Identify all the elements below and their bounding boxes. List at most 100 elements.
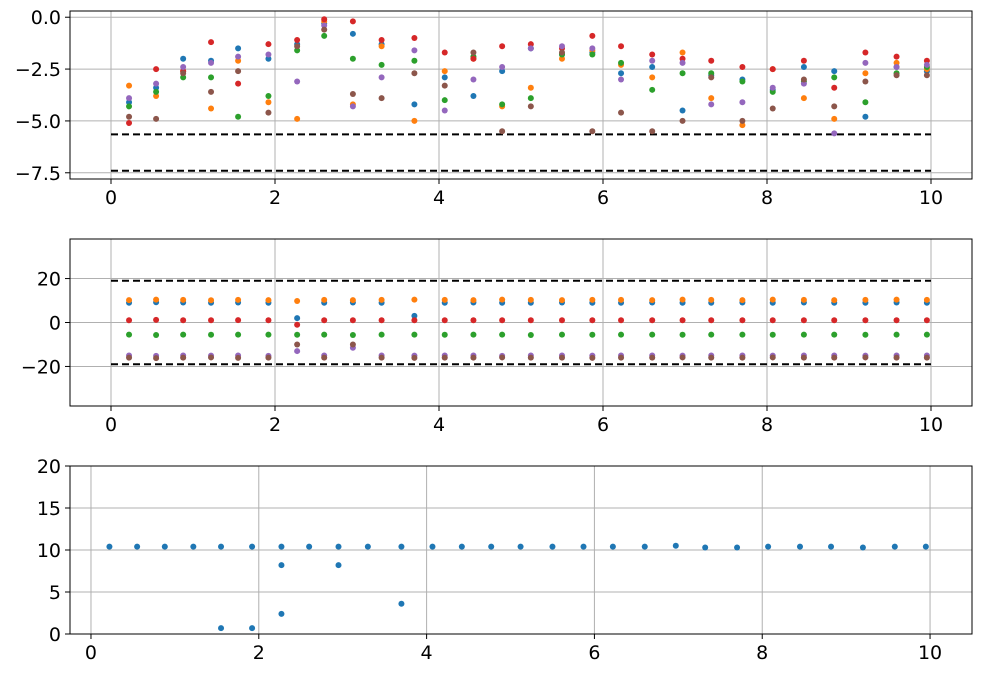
data-point <box>618 76 625 83</box>
data-point <box>649 74 656 81</box>
data-point <box>294 297 301 304</box>
data-point <box>769 296 776 303</box>
data-point <box>208 39 215 46</box>
data-point <box>349 341 356 348</box>
data-point <box>235 80 242 87</box>
data-point <box>893 296 900 303</box>
data-point <box>499 128 506 135</box>
data-point <box>153 88 160 95</box>
data-point <box>349 297 356 304</box>
data-point <box>589 51 596 58</box>
data-point <box>470 55 477 62</box>
y-tick-label: −2.5 <box>15 59 61 81</box>
data-point <box>335 543 342 550</box>
data-point <box>411 57 418 64</box>
data-point <box>208 317 215 324</box>
data-point <box>411 331 418 338</box>
data-point <box>153 84 160 91</box>
data-point <box>218 543 225 550</box>
data-point <box>527 41 534 48</box>
data-point <box>208 105 215 112</box>
data-point <box>411 312 418 319</box>
data-point <box>441 74 448 81</box>
data-point <box>321 22 328 29</box>
data-point <box>739 354 746 361</box>
x-tick-label: 8 <box>761 414 773 436</box>
data-point <box>208 331 215 338</box>
data-point <box>672 542 679 549</box>
data-point <box>265 109 272 116</box>
x-tick-label: 10 <box>918 642 942 664</box>
data-point <box>893 59 900 66</box>
data-point <box>180 64 187 70</box>
data-point <box>126 95 133 102</box>
data-point <box>618 70 625 77</box>
data-point <box>649 86 656 93</box>
y-tick-label: 0 <box>49 313 61 335</box>
data-point <box>831 354 838 361</box>
data-point <box>800 317 807 324</box>
data-point <box>294 47 301 54</box>
data-point <box>862 317 869 324</box>
data-point <box>739 122 746 129</box>
data-point <box>527 95 534 102</box>
data-point <box>527 332 534 339</box>
data-point <box>126 297 133 304</box>
data-point <box>349 332 356 339</box>
data-point <box>527 103 534 110</box>
data-point <box>349 18 356 25</box>
data-point <box>180 55 187 62</box>
data-point <box>734 544 741 551</box>
x-tick-label: 10 <box>919 414 943 436</box>
data-point <box>589 296 596 303</box>
data-point <box>893 354 900 361</box>
data-point <box>235 57 242 64</box>
data-point <box>294 321 301 328</box>
data-point <box>378 37 385 44</box>
chart-panel-3: 0 2 4 6 8 10 0 5 10 15 20 <box>37 456 973 664</box>
x-tick-label: 4 <box>433 187 445 209</box>
x-tick-label: 4 <box>433 414 445 436</box>
data-point <box>769 66 776 73</box>
data-point <box>618 354 625 361</box>
data-point <box>499 101 506 108</box>
data-point <box>831 103 838 110</box>
data-point <box>190 543 197 550</box>
data-point <box>527 317 534 324</box>
data-point <box>923 317 930 324</box>
data-point <box>769 331 776 338</box>
y-tick-label: −5.0 <box>15 111 61 133</box>
data-point <box>349 30 356 37</box>
data-point <box>893 317 900 324</box>
data-point <box>739 331 746 338</box>
x-tick-label: 0 <box>105 414 117 436</box>
data-point <box>831 331 838 338</box>
data-point <box>831 115 838 122</box>
y-tick-label: 20 <box>37 269 61 291</box>
x-tick-label: 0 <box>105 187 117 209</box>
chart-panel-2: 0 2 4 6 8 10 20 0 −20 <box>21 238 973 436</box>
data-point <box>349 90 356 97</box>
data-point <box>499 331 506 338</box>
data-point <box>559 331 565 338</box>
data-point <box>488 543 495 550</box>
data-point <box>559 43 565 50</box>
data-point <box>923 354 930 361</box>
data-point <box>618 59 625 66</box>
data-point <box>411 317 418 324</box>
data-point <box>649 57 656 64</box>
data-point <box>679 70 686 77</box>
data-point <box>249 543 256 550</box>
data-point <box>923 72 930 79</box>
data-point <box>559 354 565 361</box>
data-point <box>831 297 838 304</box>
data-point <box>411 296 418 303</box>
data-point <box>349 103 356 110</box>
data-point <box>589 128 596 135</box>
data-point <box>679 59 686 66</box>
data-point <box>161 543 168 550</box>
data-point <box>769 317 776 324</box>
data-point <box>765 543 772 550</box>
data-point <box>589 354 596 361</box>
data-point <box>441 296 448 303</box>
